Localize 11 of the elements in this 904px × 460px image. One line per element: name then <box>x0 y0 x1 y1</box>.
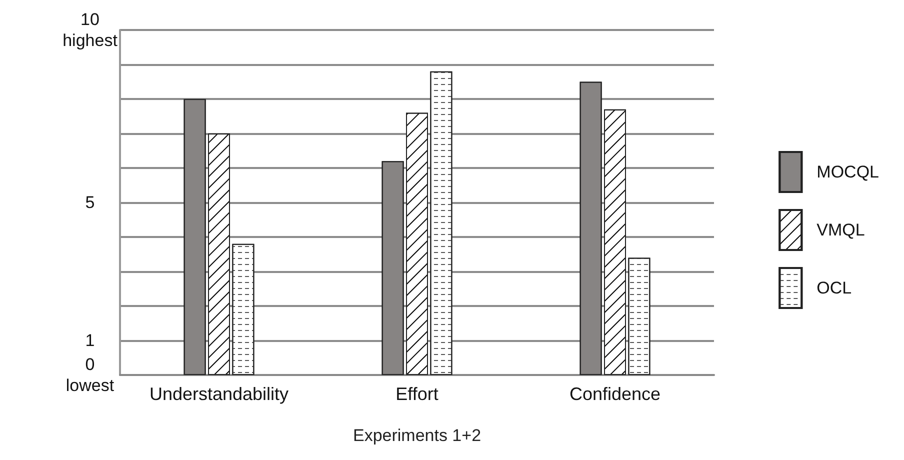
y-tick-label: 1 <box>85 331 95 350</box>
x-tick-label: Effort <box>396 384 438 404</box>
legend-label: VMQL <box>816 220 865 240</box>
legend-label: OCL <box>816 278 852 298</box>
x-axis-title: Experiments 1+2 <box>352 426 482 445</box>
y-tick-label: 5 <box>85 193 95 212</box>
x-tick-label: Understandability <box>149 384 289 404</box>
y-tick-label: 10 highest <box>62 10 118 50</box>
x-tick-label: Confidence <box>569 384 661 404</box>
legend-label: MOCQL <box>816 162 880 182</box>
y-tick-label: 0 lowest <box>66 355 114 395</box>
